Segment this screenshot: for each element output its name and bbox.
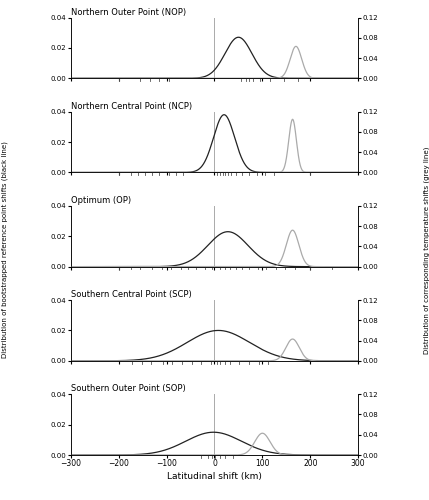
Text: Northern Central Point (NCP): Northern Central Point (NCP) <box>71 102 192 111</box>
Text: Distribution of corresponding temperature shifts (grey line): Distribution of corresponding temperatur… <box>423 146 429 354</box>
Text: Southern Outer Point (SOP): Southern Outer Point (SOP) <box>71 384 185 394</box>
X-axis label: Latitudinal shift (km): Latitudinal shift (km) <box>167 472 262 482</box>
Text: Northern Outer Point (NOP): Northern Outer Point (NOP) <box>71 8 186 16</box>
Text: Optimum (OP): Optimum (OP) <box>71 196 131 205</box>
Text: Southern Central Point (SCP): Southern Central Point (SCP) <box>71 290 191 300</box>
Text: Distribution of bootstrapped reference point shifts (black line): Distribution of bootstrapped reference p… <box>1 142 8 358</box>
